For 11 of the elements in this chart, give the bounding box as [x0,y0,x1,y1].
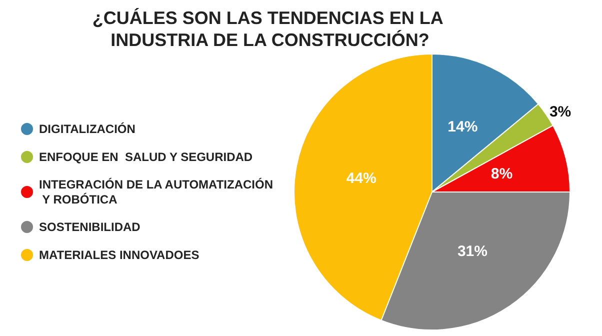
legend-label: INTEGRACIÓN DE LA AUTOMATIZACIÓN Y ROBÓTICA [39,178,273,206]
data-label: 3% [549,104,572,121]
legend-label: SOSTENIBILIDAD [39,220,141,234]
data-label: 8% [490,166,513,183]
data-label: 31% [457,243,488,260]
legend-label: DIGITALIZACIÓN [39,122,136,136]
data-label: 44% [346,170,376,188]
chart-title: ¿CUÁLES SON LAS TENDENCIAS EN LA INDUSTRIA DE LA CONSTRUCCIÓN? [92,8,448,50]
legend-label: ENFOQUE EN SALUD Y SEGURIDAD [39,150,253,164]
legend-label: MATERIALES INNOVADOES [39,248,200,262]
data-label: 14% [448,118,478,136]
